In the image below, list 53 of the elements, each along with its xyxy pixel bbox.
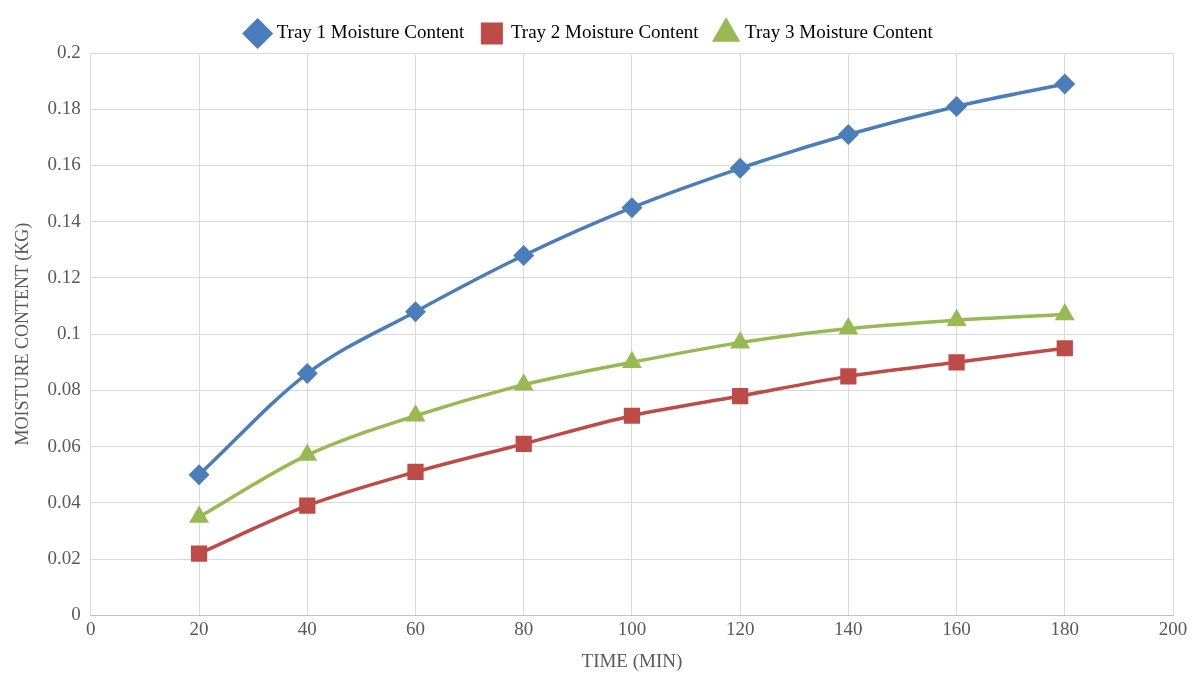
y-tick-label: 0.02 bbox=[47, 547, 81, 569]
legend-label: Tray 2 Moisture Content bbox=[510, 21, 700, 43]
point bbox=[189, 465, 209, 485]
point bbox=[299, 497, 316, 514]
y-tick-label: 0.1 bbox=[57, 322, 81, 344]
x-tick-label: 40 bbox=[297, 617, 317, 639]
point bbox=[622, 197, 642, 218]
point bbox=[1055, 74, 1075, 94]
y-tick-label: 0.12 bbox=[47, 265, 81, 287]
x-axis-title: TIME (MIN) bbox=[581, 649, 683, 672]
y-tick-label: 0.16 bbox=[47, 153, 81, 175]
y-tick-label: 0.06 bbox=[47, 434, 81, 456]
x-tick-label: 140 bbox=[834, 617, 863, 639]
x-tick-label: 20 bbox=[189, 617, 209, 639]
point bbox=[946, 96, 967, 117]
point bbox=[730, 158, 750, 179]
point bbox=[513, 245, 534, 266]
point bbox=[190, 507, 208, 523]
point bbox=[948, 354, 965, 371]
point bbox=[406, 406, 425, 422]
point bbox=[515, 435, 532, 452]
point bbox=[407, 463, 424, 481]
point bbox=[623, 407, 641, 424]
point bbox=[731, 332, 749, 349]
x-tick-label: 0 bbox=[86, 617, 96, 639]
point bbox=[405, 301, 426, 322]
x-tick-label: 160 bbox=[942, 617, 971, 639]
point bbox=[838, 124, 859, 145]
y-tick-label: 0 bbox=[71, 603, 81, 625]
point bbox=[732, 387, 749, 405]
point bbox=[297, 363, 318, 384]
point bbox=[839, 318, 858, 335]
x-tick-label: 180 bbox=[1050, 617, 1080, 639]
point bbox=[515, 375, 533, 391]
legend-label: Tray 3 Moisture Content bbox=[745, 21, 934, 43]
x-tick-label: 80 bbox=[514, 617, 534, 639]
y-tick-label: 0.18 bbox=[47, 97, 81, 119]
y-tick-label: 0.2 bbox=[57, 40, 81, 62]
legend-label: Tray 1 Moisture Content bbox=[276, 21, 466, 43]
point bbox=[840, 368, 857, 385]
y-tick-label: 0.08 bbox=[47, 378, 81, 400]
x-tick-label: 120 bbox=[725, 617, 755, 639]
x-tick-label: 100 bbox=[617, 617, 647, 639]
y-axis-title: MOISTURE CONTENT (KG) bbox=[11, 222, 33, 446]
y-tick-label: 0.04 bbox=[47, 490, 82, 512]
point bbox=[1056, 340, 1073, 357]
x-tick-label: 60 bbox=[405, 617, 425, 639]
point bbox=[1056, 304, 1074, 321]
point bbox=[190, 545, 208, 562]
y-tick-label: 0.14 bbox=[47, 209, 82, 231]
x-tick-label: 200 bbox=[1158, 617, 1188, 639]
point bbox=[947, 310, 966, 326]
point bbox=[298, 445, 316, 461]
